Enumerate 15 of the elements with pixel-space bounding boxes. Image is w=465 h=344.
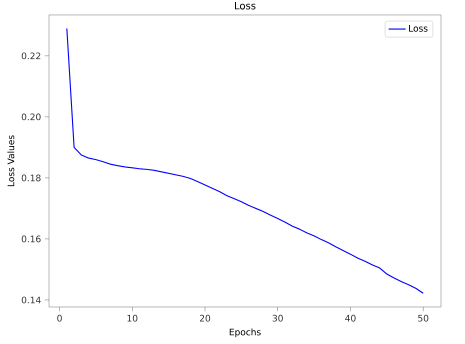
x-axis-title: Epochs [230, 328, 261, 338]
y-axis-title: Loss Values [7, 135, 14, 186]
x-tick-label: 50 [418, 314, 428, 322]
y-tick-label: 0.14 [22, 296, 41, 304]
y-tick-label: 0.20 [22, 113, 41, 120]
x-tick-label: 30 [272, 314, 283, 322]
x-tick-label: 0 [57, 314, 62, 322]
x-tick-label: 20 [200, 314, 210, 322]
legend-label: Loss [409, 25, 428, 32]
y-tick-label: 0.18 [22, 174, 41, 182]
x-tick-label: 40 [345, 314, 356, 322]
y-tick-label: 0.16 [22, 236, 41, 242]
x-tick-label: 10 [128, 314, 138, 322]
chart-title: Loss [235, 2, 256, 10]
y-tick-label: 0.22 [22, 52, 40, 60]
